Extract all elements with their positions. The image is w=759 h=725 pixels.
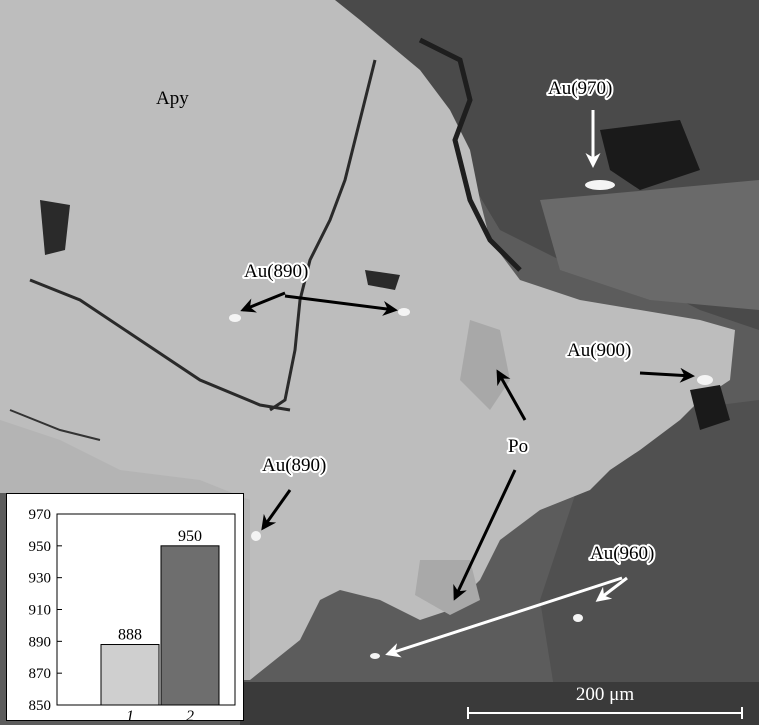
bar-1 (100, 644, 160, 706)
bar-value-label: 888 (118, 627, 142, 644)
arrow-au900 (639, 367, 695, 383)
arrow-au890-right (284, 294, 398, 316)
arrow-au960-short (595, 576, 628, 602)
arrow-au960-long (385, 576, 623, 658)
y-tick-label: 890 (29, 634, 52, 650)
medium-grain-right (540, 180, 759, 310)
gold-grain-890-a (229, 314, 241, 322)
y-tick-label: 950 (29, 539, 52, 555)
gold-grain-970 (585, 180, 615, 190)
x-category-label: 2 (186, 708, 194, 720)
gold-grain-890-c (251, 531, 261, 541)
void-top-right (600, 120, 700, 190)
bar-2 (160, 545, 220, 706)
bar-value-label: 950 (178, 528, 202, 545)
pyrrhotite-patch (460, 320, 510, 410)
void-center (365, 270, 400, 290)
arrow-au890-bottom (261, 489, 292, 531)
scale-bar: 200 μm (467, 684, 743, 719)
arrow-au890-left (240, 291, 286, 313)
arsenopyrite-lower-left (0, 420, 250, 680)
label-au890-top: Au(890) (244, 261, 308, 282)
x-category-label: 1 (126, 708, 134, 720)
gold-grain-960-b (370, 653, 380, 659)
arsenopyrite-grain (0, 0, 735, 680)
black-base-strip (240, 682, 759, 725)
crack-dark-band (418, 37, 522, 272)
y-tick-label: 910 (29, 603, 52, 619)
crack-diagonal (29, 278, 291, 412)
y-tick-label: 870 (29, 666, 52, 682)
label-au960: Au(960) (590, 543, 654, 564)
crack-left (9, 409, 101, 441)
gold-grain-960-a (573, 614, 583, 622)
arrow-po-down (453, 469, 517, 601)
gold-grain-890-b (398, 308, 410, 316)
inset-bar-chart: 850 870 890 910 930 950 970 888 1 950 2 (6, 493, 244, 721)
y-tick-label: 850 (29, 698, 52, 714)
void-right (690, 385, 730, 430)
label-apy: Apy (156, 88, 189, 109)
scale-bar-label: 200 μm (576, 684, 634, 705)
label-po: Po (508, 436, 528, 457)
gold-grain-900 (697, 375, 713, 385)
label-au890-bottom: Au(890) (262, 455, 326, 476)
label-au900: Au(900) (567, 340, 631, 361)
y-tick-label: 930 (29, 571, 52, 587)
void-left (40, 200, 70, 255)
bar-chart-svg: 850 870 890 910 930 950 970 888 1 950 2 (29, 507, 236, 720)
y-tick-label: 970 (29, 507, 52, 523)
label-au970: Au(970) (548, 78, 612, 99)
crack-main-vertical (269, 59, 377, 412)
pyrrhotite-patch-lower (415, 560, 480, 615)
arrow-po-up (496, 369, 527, 421)
